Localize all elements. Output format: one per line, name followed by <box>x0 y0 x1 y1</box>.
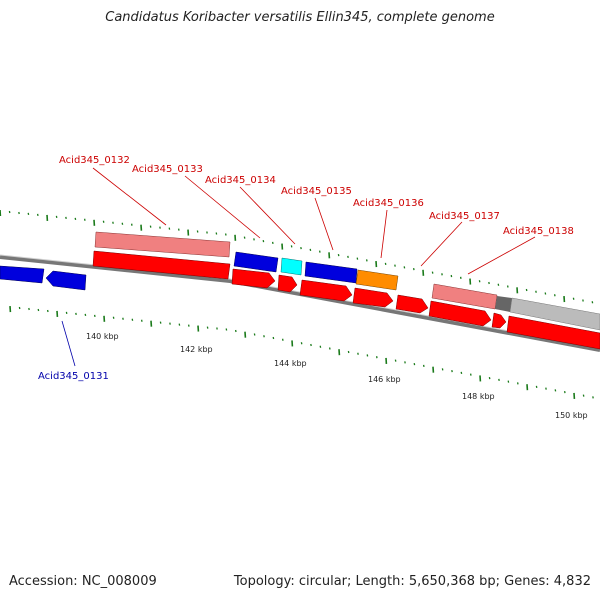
gene-cds-acid345-0138 <box>506 315 600 350</box>
gene-cds-acid345-0133 <box>231 268 276 289</box>
gene-feature-acid345-0138-dark <box>495 296 512 312</box>
gene-cds-acid345-0138a <box>491 312 507 329</box>
gene-feature-acid345-0131 <box>45 270 87 291</box>
scale-label-148kbp: 148 kbp <box>462 392 495 401</box>
gene-label-acid345-0137[interactable]: Acid345_0137 <box>429 211 500 222</box>
gene-feature-acid345-0133 <box>233 251 279 273</box>
gene-label-acid345-0138[interactable]: Acid345_0138 <box>503 226 574 237</box>
gene-cds-acid345-0137a <box>395 294 429 314</box>
gene-label-acid345-0132[interactable]: Acid345_0132 <box>59 155 130 166</box>
leader-line-acid345-0131 <box>61 320 76 367</box>
gene-feature-acid345-0130 <box>0 265 45 284</box>
inner-tick-track <box>9 305 594 399</box>
map-title: Candidatus Koribacter versatilis Ellin34… <box>105 10 495 25</box>
gene-label-acid345-0133[interactable]: Acid345_0133 <box>132 164 203 175</box>
gene-feature-acid345-0134 <box>280 257 303 276</box>
genome-backbone <box>0 255 600 352</box>
gene-cds-acid345-0135 <box>299 279 353 302</box>
accession-text: Accession: NC_008009 <box>9 574 157 589</box>
leader-line-acid345-0136 <box>380 209 388 259</box>
leader-line-acid345-0132 <box>92 167 167 226</box>
gene-label-acid345-0134[interactable]: Acid345_0134 <box>205 175 276 186</box>
leader-line-acid345-0137 <box>420 221 463 267</box>
leader-line-acid345-0134 <box>239 186 296 245</box>
gene-label-acid345-0135[interactable]: Acid345_0135 <box>281 186 352 197</box>
gene-feature-acid345-0132 <box>94 231 231 258</box>
gene-label-acid345-0131[interactable]: Acid345_0131 <box>38 371 109 382</box>
outer-tick-track <box>0 209 594 304</box>
gene-cds-acid345-0134 <box>277 274 298 293</box>
gene-cds-acid345-0132 <box>92 250 231 280</box>
leader-line-acid345-0135 <box>314 197 334 251</box>
scale-label-140kbp: 140 kbp <box>86 332 119 341</box>
genome-stats-text: Topology: circular; Length: 5,650,368 bp… <box>233 574 591 589</box>
leader-line-acid345-0133 <box>184 175 261 239</box>
gene-cds-acid345-0137 <box>428 300 492 327</box>
scale-label-144kbp: 144 kbp <box>274 359 307 368</box>
scale-label-150kbp: 150 kbp <box>555 411 588 420</box>
scale-label-146kbp: 146 kbp <box>368 375 401 384</box>
scale-label-142kbp: 142 kbp <box>180 345 213 354</box>
gene-feature-acid345-0135 <box>304 261 358 284</box>
leader-line-acid345-0138 <box>467 236 536 275</box>
gene-label-acid345-0136[interactable]: Acid345_0136 <box>353 198 424 209</box>
gene-feature-acid345-0136 <box>355 269 399 291</box>
gene-feature-acid345-0138 <box>509 297 600 331</box>
gene-cds-acid345-0136 <box>352 287 394 308</box>
